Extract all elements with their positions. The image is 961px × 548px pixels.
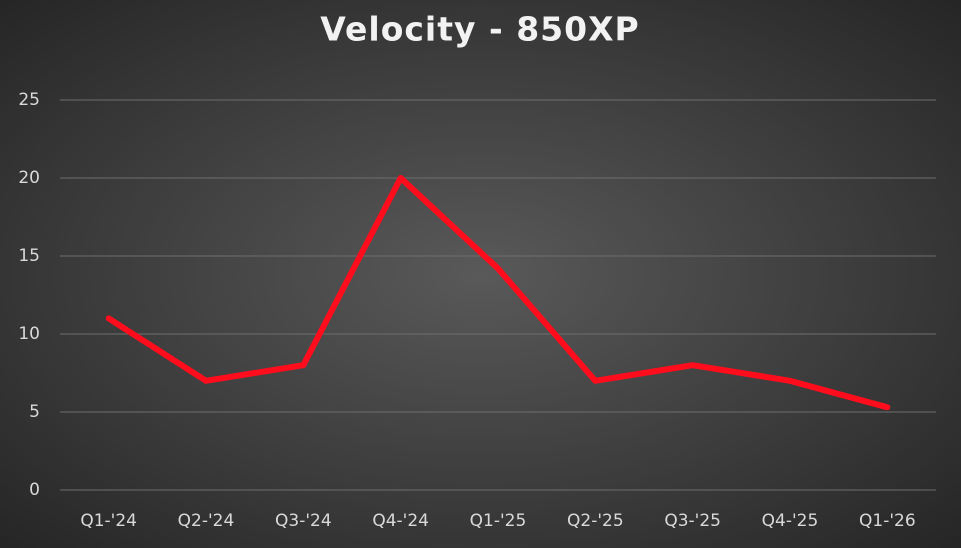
- x-tick-label: Q3-'24: [275, 511, 332, 531]
- y-tick-label: 20: [18, 168, 40, 188]
- chart-title: Velocity - 850XP: [320, 10, 639, 49]
- y-tick-label: 5: [29, 402, 40, 422]
- y-tick-label: 10: [18, 324, 40, 344]
- x-tick-label: Q2-'24: [178, 511, 235, 531]
- x-tick-label: Q1-'24: [80, 511, 137, 531]
- y-tick-label: 0: [29, 480, 40, 500]
- y-tick-label: 25: [18, 90, 40, 110]
- x-tick-label: Q1-'26: [859, 511, 916, 531]
- data-line: [105, 175, 891, 411]
- x-tick-label: Q2-'25: [567, 511, 624, 531]
- x-tick-label: Q3-'25: [664, 511, 721, 531]
- y-tick-label: 15: [18, 246, 40, 266]
- x-tick-label: Q1-'25: [470, 511, 527, 531]
- x-tick-label: Q4-'25: [762, 511, 819, 531]
- x-tick-label: Q4-'24: [372, 511, 429, 531]
